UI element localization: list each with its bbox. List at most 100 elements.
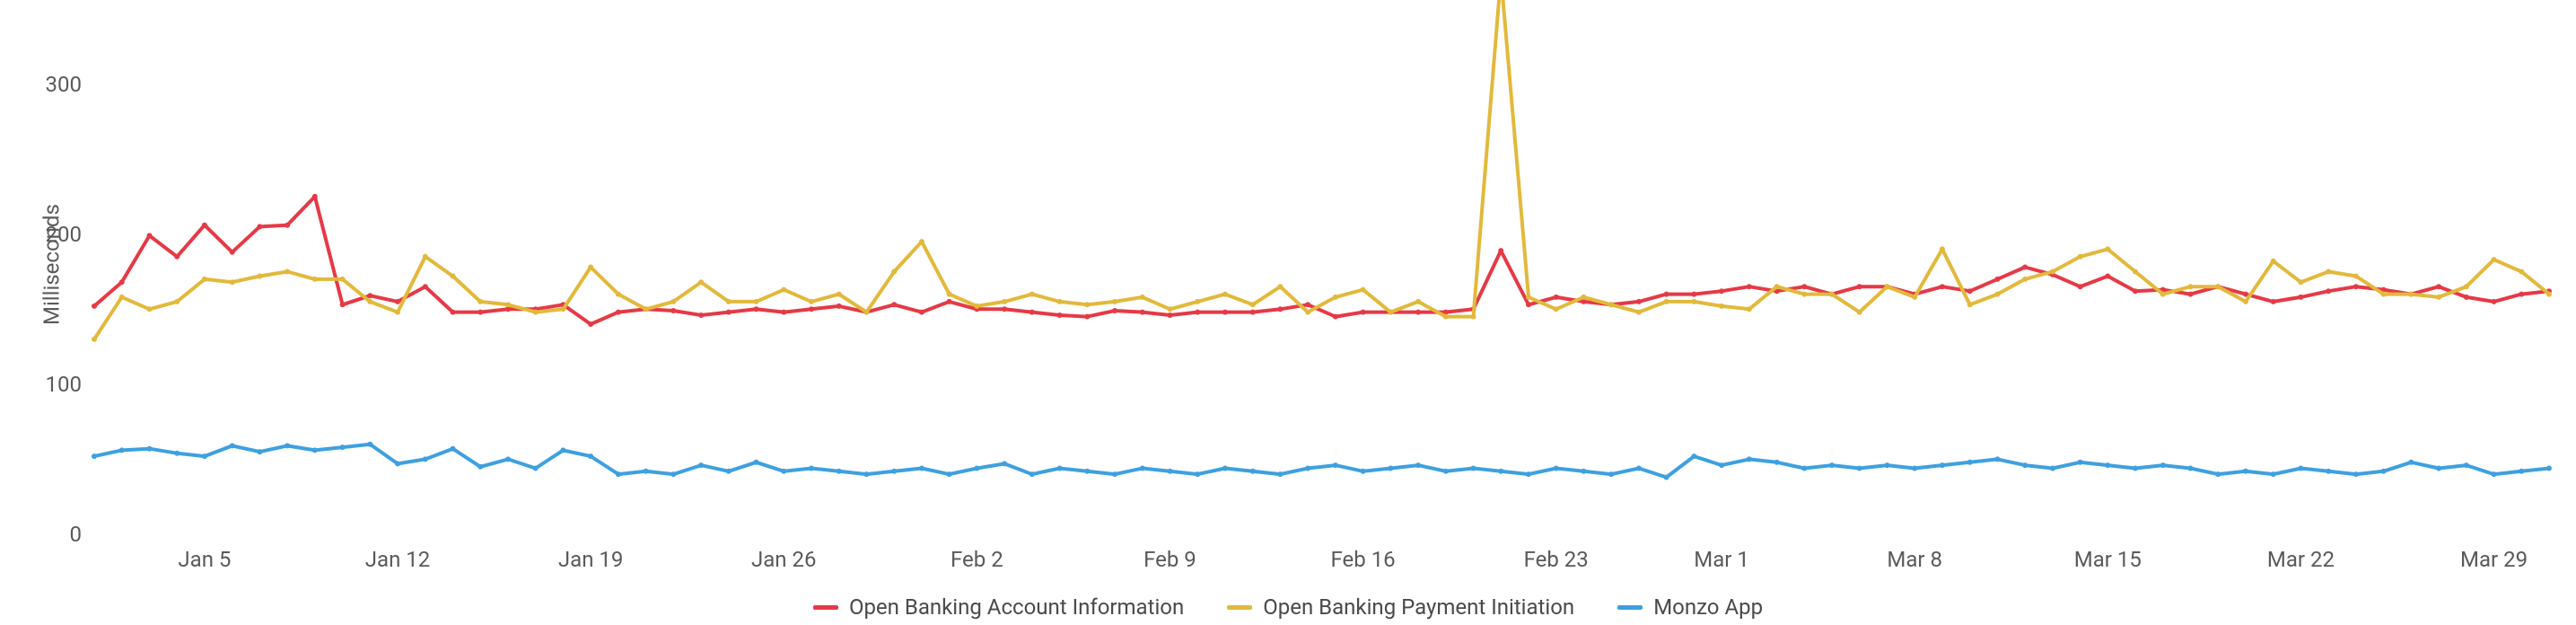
x-tick-label: Mar 1: [1694, 534, 1749, 572]
series-marker: [367, 293, 372, 298]
series-marker: [726, 310, 732, 315]
series-marker: [1801, 466, 1807, 471]
series-marker: [1415, 462, 1421, 468]
series-marker: [1747, 306, 1752, 312]
series-marker: [1415, 310, 1421, 315]
series-marker: [2353, 471, 2359, 477]
series-marker: [1222, 466, 1228, 471]
series-marker: [478, 310, 483, 315]
series-marker: [257, 224, 262, 229]
series-marker: [533, 310, 539, 315]
series-marker: [505, 456, 511, 462]
series-marker: [1084, 469, 1090, 474]
series-marker: [1361, 469, 1366, 474]
series-marker: [891, 269, 897, 275]
series-marker: [1885, 284, 1890, 289]
series-marker: [1305, 310, 1310, 315]
series-marker: [2133, 466, 2138, 471]
series-marker: [2326, 469, 2331, 474]
series-marker: [1057, 466, 1063, 471]
series-marker: [670, 471, 676, 477]
x-tick-label: Mar 8: [1887, 534, 1942, 572]
series-marker: [2298, 466, 2303, 471]
legend-label: Monzo App: [1653, 594, 1763, 620]
series-marker: [285, 269, 290, 275]
series-marker: [505, 302, 511, 307]
series-marker: [2271, 299, 2276, 304]
series-marker: [1691, 292, 1696, 297]
series-marker: [2160, 462, 2166, 468]
series-marker: [1140, 310, 1145, 315]
series-marker: [147, 306, 153, 312]
series-marker: [1250, 469, 1256, 474]
series-marker: [1857, 284, 1862, 289]
series-marker: [1195, 310, 1200, 315]
series-marker: [2408, 292, 2414, 297]
series-marker: [1002, 306, 1007, 312]
series-marker: [147, 233, 153, 238]
series-marker: [1967, 302, 1973, 307]
series-marker: [754, 306, 759, 312]
series-marker: [2519, 269, 2524, 275]
series-marker: [2464, 295, 2469, 300]
series-marker: [1388, 466, 1393, 471]
series-marker: [478, 299, 483, 304]
series-marker: [2519, 292, 2524, 297]
series-marker: [1057, 312, 1063, 318]
series-marker: [2188, 466, 2194, 471]
series-marker: [891, 302, 897, 307]
x-tick-label: Jan 19: [558, 534, 623, 572]
series-marker: [588, 265, 593, 270]
series-marker: [2243, 299, 2248, 304]
x-tick-label: Jan 5: [178, 534, 231, 572]
series-marker: [1857, 466, 1862, 471]
legend-item: Open Banking Payment Initiation: [1227, 594, 1574, 620]
series-marker: [174, 451, 180, 456]
x-tick-label: Mar 15: [2074, 534, 2142, 572]
series-marker: [285, 223, 290, 228]
series-marker: [974, 466, 979, 471]
series-marker: [312, 194, 318, 199]
series-marker: [2133, 288, 2138, 294]
series-marker: [2215, 471, 2221, 477]
series-marker: [533, 466, 539, 471]
series-marker: [367, 299, 372, 304]
y-tick-label: 100: [46, 372, 94, 397]
series-marker: [1691, 453, 1696, 459]
series-marker: [1361, 287, 1366, 293]
series-marker: [1940, 246, 1945, 251]
series-marker: [698, 462, 704, 468]
series-marker: [670, 308, 676, 313]
series-marker: [754, 460, 759, 465]
series-marker: [2078, 460, 2083, 465]
series-marker: [1112, 471, 1117, 477]
series-marker: [1002, 461, 1007, 466]
latency-line-chart: Milliseconds 0100200300Jan 5Jan 12Jan 19…: [0, 0, 2576, 625]
x-tick-label: Mar 29: [2460, 534, 2528, 572]
series-marker: [1940, 462, 1945, 468]
series-marker: [670, 299, 676, 304]
series-marker: [1829, 462, 1835, 468]
series-marker: [312, 447, 318, 453]
series-marker: [726, 469, 732, 474]
series-marker: [1829, 292, 1835, 297]
series-line: [94, 0, 2549, 339]
series-marker: [1498, 248, 1503, 253]
series-marker: [2105, 246, 2110, 251]
series-marker: [1277, 284, 1283, 289]
series-marker: [1801, 292, 1807, 297]
series-marker: [2546, 466, 2552, 471]
series-marker: [2353, 274, 2359, 279]
series-marker: [809, 306, 814, 312]
series-marker: [1195, 299, 1200, 304]
series-marker: [1747, 456, 1752, 462]
series-marker: [1940, 284, 1945, 289]
series-marker: [1664, 299, 1669, 304]
series-marker: [92, 304, 97, 309]
series-marker: [1554, 306, 1559, 312]
series-marker: [2050, 466, 2055, 471]
series-marker: [1333, 462, 1338, 468]
x-tick-label: Jan 12: [365, 534, 430, 572]
series-marker: [919, 310, 924, 315]
series-marker: [147, 446, 153, 452]
